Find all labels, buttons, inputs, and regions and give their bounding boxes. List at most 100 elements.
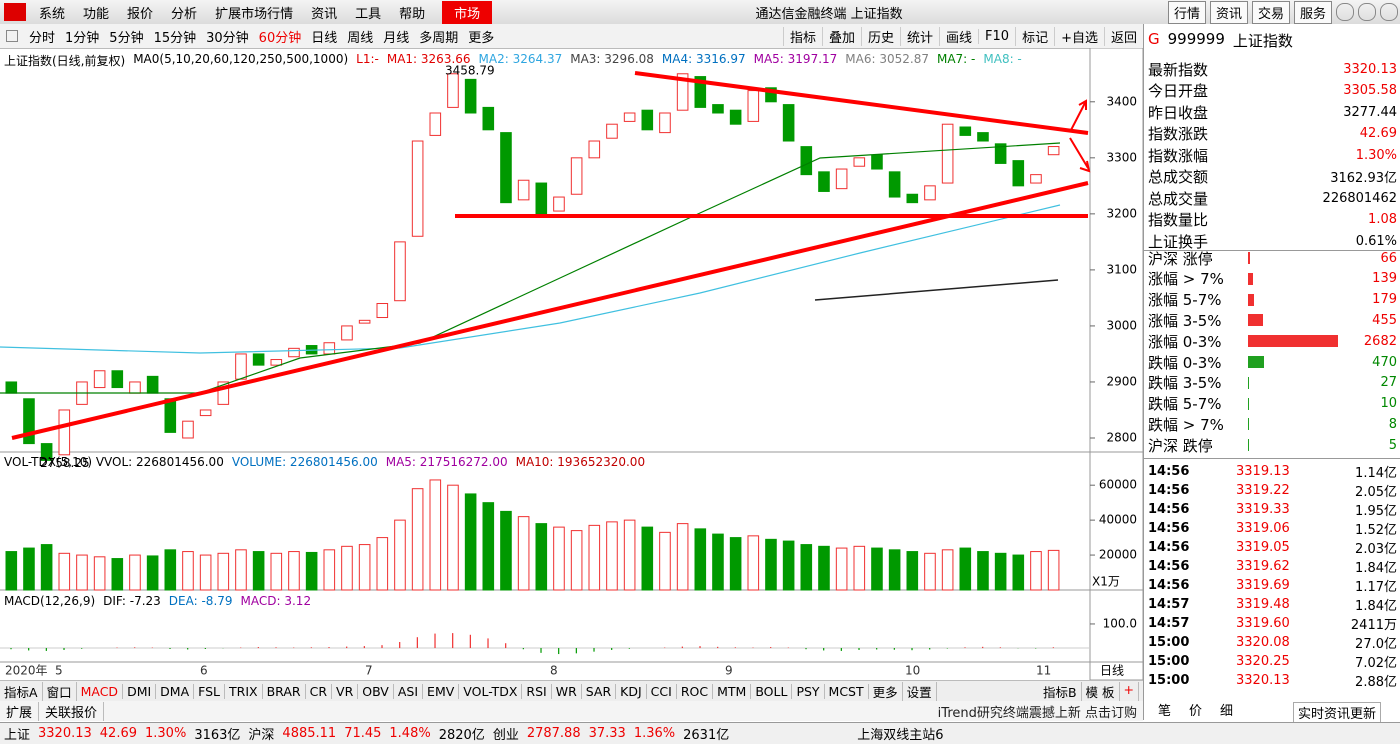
indicator-tab[interactable]: ASI bbox=[394, 684, 423, 699]
volume-bar bbox=[642, 527, 653, 590]
indicator-tab[interactable]: DMA bbox=[156, 684, 194, 699]
menu-item[interactable]: 帮助 bbox=[390, 3, 434, 22]
period-tab[interactable]: 更多 bbox=[463, 27, 499, 46]
bottom-tab[interactable]: 扩展 bbox=[0, 702, 39, 721]
macd-bar bbox=[982, 647, 983, 648]
window-control[interactable] bbox=[1336, 3, 1354, 21]
tool-button[interactable]: +自选 bbox=[1054, 27, 1104, 46]
indicator-tab[interactable]: CR bbox=[306, 684, 332, 699]
macd-bar bbox=[328, 647, 329, 648]
candle bbox=[1048, 147, 1059, 155]
window-control[interactable] bbox=[1358, 3, 1376, 21]
indicator-tab[interactable]: CCI bbox=[647, 684, 677, 699]
bottom-tab[interactable]: 关联报价 bbox=[39, 702, 104, 721]
tool-button[interactable]: 指标 bbox=[783, 27, 822, 46]
top-button[interactable]: 资讯 bbox=[1210, 1, 1248, 24]
tool-button[interactable]: 叠加 bbox=[822, 27, 861, 46]
indicator-tab[interactable]: ROC bbox=[677, 684, 713, 699]
news-button[interactable]: 实时资讯更新 bbox=[1293, 702, 1381, 723]
period-tab[interactable]: 15分钟 bbox=[149, 27, 202, 46]
side-tab[interactable]: 笔 bbox=[1158, 700, 1171, 719]
tick-volume: 1.14亿 bbox=[1355, 462, 1397, 481]
volume-bar bbox=[324, 550, 335, 590]
indicator-tab[interactable]: 模 板 bbox=[1082, 682, 1120, 701]
volume-bar bbox=[448, 485, 459, 590]
promo-link[interactable]: iTrend研究终端震撼上新 点击订购 bbox=[938, 702, 1137, 721]
indicator-tab[interactable]: OBV bbox=[358, 684, 394, 699]
indicator-tab[interactable]: VR bbox=[332, 684, 358, 699]
window-control[interactable] bbox=[1380, 3, 1398, 21]
side-tab[interactable]: 价 bbox=[1189, 700, 1202, 719]
market-tab[interactable]: 市场 bbox=[442, 1, 492, 24]
period-tab[interactable]: 月线 bbox=[378, 27, 414, 46]
indicator-tab[interactable]: DMI bbox=[123, 684, 156, 699]
indicator-tab[interactable]: 更多 bbox=[869, 682, 903, 701]
period-tab[interactable]: 分时 bbox=[24, 27, 60, 46]
indicator-tab[interactable]: 设置 bbox=[903, 682, 937, 701]
macd-bar bbox=[46, 648, 47, 651]
collapse-button[interactable] bbox=[6, 30, 18, 42]
tool-button[interactable]: 统计 bbox=[900, 27, 939, 46]
menu-item[interactable]: 资讯 bbox=[302, 3, 346, 22]
tool-button[interactable]: 标记 bbox=[1015, 27, 1054, 46]
indicator-tab[interactable]: MTM bbox=[713, 684, 751, 699]
indicator-tab[interactable]: 指标A bbox=[0, 682, 43, 701]
period-tab[interactable]: 30分钟 bbox=[201, 27, 254, 46]
menu-item[interactable]: 系统 bbox=[30, 3, 74, 22]
top-button[interactable]: 行情 bbox=[1168, 1, 1206, 24]
indicator-tab[interactable]: KDJ bbox=[616, 684, 647, 699]
tool-button[interactable]: 历史 bbox=[861, 27, 900, 46]
stat-label: 总成交量 bbox=[1148, 188, 1208, 209]
period-tab[interactable]: 多周期 bbox=[414, 27, 463, 46]
indicator-tab[interactable]: BRAR bbox=[263, 684, 306, 699]
tool-button[interactable]: 画线 bbox=[939, 27, 978, 46]
indicator-tab[interactable]: SAR bbox=[582, 684, 616, 699]
indicator-tab[interactable]: PSY bbox=[792, 684, 824, 699]
macd-bar bbox=[169, 648, 170, 649]
indicator-tab[interactable]: TRIX bbox=[225, 684, 263, 699]
tick-price: 3319.60 bbox=[1236, 616, 1326, 631]
period-tab[interactable]: 周线 bbox=[342, 27, 378, 46]
top-button[interactable]: 服务 bbox=[1294, 1, 1332, 24]
indicator-tab[interactable]: FSL bbox=[194, 684, 225, 699]
volume-bar bbox=[41, 545, 52, 590]
top-button[interactable]: 交易 bbox=[1252, 1, 1290, 24]
indicator-tab[interactable]: BOLL bbox=[751, 684, 792, 699]
indicator-tab[interactable]: MCST bbox=[825, 684, 869, 699]
tool-button[interactable]: 返回 bbox=[1104, 27, 1143, 46]
indicator-tab[interactable]: RSI bbox=[522, 684, 551, 699]
period-tab[interactable]: 5分钟 bbox=[104, 27, 148, 46]
x-tick-label: 11 bbox=[1036, 664, 1051, 678]
marks: 2800290030003100320033003400200004000060… bbox=[0, 63, 1137, 677]
indicator-tab[interactable]: 指标B bbox=[1039, 682, 1082, 701]
menu-item[interactable]: 扩展市场行情 bbox=[206, 3, 302, 22]
indicator-tab[interactable]: 窗口 bbox=[43, 682, 77, 701]
indicator-tab[interactable]: + bbox=[1120, 682, 1139, 701]
candle bbox=[430, 113, 441, 135]
indicator-tab[interactable]: VOL-TDX bbox=[459, 684, 522, 699]
macd-bar bbox=[964, 647, 965, 648]
tick-time: 14:56 bbox=[1148, 502, 1236, 517]
volume-bar bbox=[1013, 555, 1024, 590]
tick-volume: 1.52亿 bbox=[1355, 519, 1397, 538]
candle bbox=[607, 124, 618, 138]
menu-item[interactable]: 功能 bbox=[74, 3, 118, 22]
period-tab[interactable]: 1分钟 bbox=[60, 27, 104, 46]
macd-bar bbox=[629, 648, 630, 649]
menu-item[interactable]: 报价 bbox=[118, 3, 162, 22]
tick-price: 3319.62 bbox=[1236, 559, 1326, 574]
indicator-tab[interactable]: EMV bbox=[423, 684, 459, 699]
indicator-tab[interactable]: WR bbox=[552, 684, 582, 699]
side-tab[interactable]: 细 bbox=[1220, 700, 1233, 719]
tool-button[interactable]: F10 bbox=[978, 29, 1015, 44]
tick-price: 3319.22 bbox=[1236, 483, 1326, 498]
menu-item[interactable]: 分析 bbox=[162, 3, 206, 22]
period-tab[interactable]: 60分钟 bbox=[254, 27, 307, 46]
menu-item[interactable]: 工具 bbox=[346, 3, 390, 22]
indicator-tab[interactable]: MACD bbox=[77, 684, 123, 699]
period-tab[interactable]: 日线 bbox=[306, 27, 342, 46]
